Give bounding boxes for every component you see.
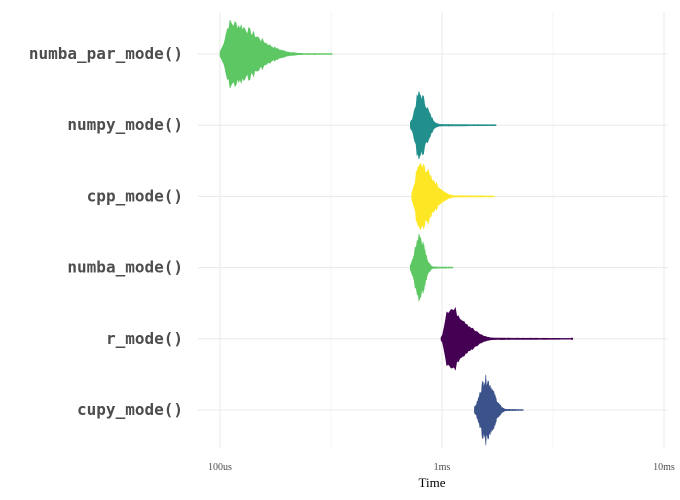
violin-numba-mode	[409, 233, 454, 302]
x-tick-label: 1ms	[434, 462, 451, 473]
category-label: numba_par_mode()	[29, 44, 183, 63]
category-label: cupy_mode()	[77, 400, 183, 419]
x-axis-title: Time	[419, 475, 446, 490]
category-label: r_mode()	[106, 329, 183, 348]
x-tick-label: 100us	[208, 462, 232, 473]
grid	[198, 12, 668, 448]
category-label: cpp_mode()	[87, 186, 183, 205]
violins	[219, 19, 574, 446]
category-labels: numba_par_mode() numpy_mode() cpp_mode()nu…	[29, 44, 183, 419]
violin-numpy-mode	[409, 91, 497, 160]
category-label: numba_mode()	[67, 258, 183, 277]
violin-cpp-mode	[411, 163, 495, 230]
x-tick-label: 10ms	[653, 462, 675, 473]
category-label: numpy_mode()	[67, 115, 183, 134]
violin-cupy-mode	[474, 374, 524, 446]
x-tick-labels: 100us 1ms 10ms	[208, 462, 675, 473]
violin-numba-par-mode	[219, 19, 333, 89]
violin-r-mode	[440, 306, 572, 371]
outlier-point	[570, 337, 574, 340]
